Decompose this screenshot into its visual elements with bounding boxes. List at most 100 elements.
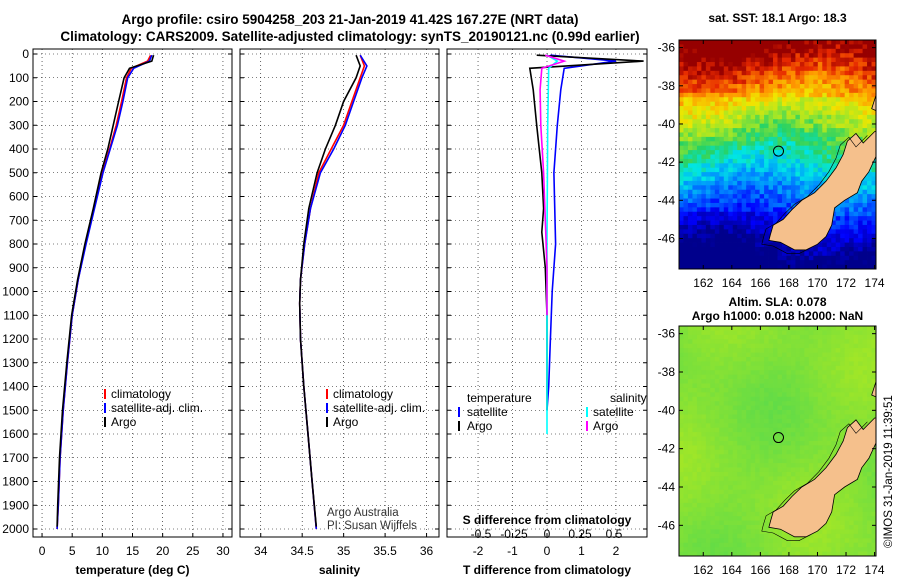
panel-salinity: 34 34.5 35 35.5 36 salinity	[239, 48, 440, 577]
x-tick-label: -2	[473, 544, 484, 558]
depth-tick-label: 400	[9, 142, 29, 156]
legend-title-salinity: salinity	[610, 391, 647, 405]
depth-tick-label: 2000	[2, 522, 29, 536]
x-tick-label: 170	[807, 563, 827, 577]
title-line-2: Climatology: CARS2009. Satellite-adjuste…	[60, 29, 640, 44]
legend-label: satellite-adj. clim.	[111, 401, 203, 415]
float-position-marker	[772, 145, 784, 157]
depth-tick-label: 1500	[2, 403, 29, 417]
panel-temperature: 0 5 10 15 20 25 30 temperature (deg C)	[32, 48, 233, 577]
depth-tick-label: 300	[9, 118, 29, 132]
x-tick-label: 34.5	[291, 544, 315, 558]
depth-contour	[761, 421, 868, 542]
y-tick-label: -44	[658, 193, 676, 207]
sla-map: 162 164 166 168 170 172 174 -36 -38 -40 -42 -44 -46 A…	[658, 295, 885, 577]
secondary-tick-label: -0.25	[500, 527, 528, 541]
map-cells	[679, 40, 876, 269]
x-tick-label: 35.5	[373, 544, 397, 558]
legend-label: Argo	[467, 419, 493, 433]
series-s-argo	[539, 54, 567, 316]
series-group	[528, 54, 644, 434]
depth-tick-label: 1400	[2, 380, 29, 394]
title-line-1: Argo profile: csiro 5904258_203 21-Jan-2…	[121, 12, 579, 27]
depth-tick-label: 1200	[2, 332, 29, 346]
salinity-annotation: Argo Australia	[327, 507, 399, 519]
x-tick-label: 164	[722, 276, 742, 290]
depth-tick-label: 1800	[2, 475, 29, 489]
depth-tick-label: 0	[22, 47, 29, 61]
depth-tick-label: 1000	[2, 285, 29, 299]
depth-tick-label: 200	[9, 95, 29, 109]
legend-label: satellite-adj. clim.	[333, 401, 425, 415]
land-south-island	[768, 417, 876, 538]
series-t-satellite	[546, 54, 617, 411]
map-title: Altim. SLA: 0.078	[728, 295, 826, 309]
series-argo	[56, 54, 155, 527]
y-tick-label: -38	[658, 79, 676, 93]
x-tick-label: 166	[750, 563, 770, 577]
depth-contour	[761, 135, 868, 254]
float-position-marker	[772, 432, 784, 444]
x-tick-label: 0	[544, 544, 551, 558]
y-tick-label: -44	[658, 480, 676, 494]
depth-tick-label: 1700	[2, 451, 29, 465]
panel-frame	[239, 48, 440, 538]
y-tick-label: -36	[658, 41, 676, 55]
sst-map: 162 164 166 168 170 172 174 -36 -38 -40 -42 -44 -46 s…	[658, 11, 885, 290]
x-tick-label: 10	[96, 544, 110, 558]
x-tick-label: 166	[750, 276, 770, 290]
legend-label: climatology	[111, 387, 171, 401]
series-group	[56, 54, 155, 530]
map-frame	[678, 39, 877, 270]
y-tick-label: -40	[658, 117, 676, 131]
depth-tick-label: 500	[9, 166, 29, 180]
x-tick-label: 20	[156, 544, 170, 558]
map-title: sat. SST: 18.1 Argo: 18.3	[708, 11, 847, 25]
depth-tick-label: 1600	[2, 427, 29, 441]
x-tick-label: 174	[865, 276, 885, 290]
depth-tick-label: 900	[9, 261, 29, 275]
x-tick-label: 162	[693, 276, 713, 290]
land-south-island	[768, 131, 876, 251]
secondary-tick-label: 0.5	[606, 527, 623, 541]
depth-tick-label: 100	[9, 71, 29, 85]
depth-tick-label: 1100	[3, 308, 29, 322]
y-tick-label: -46	[658, 231, 676, 245]
y-tick-label: -46	[658, 518, 676, 532]
legend-label: satellite	[467, 405, 508, 419]
series-group	[298, 54, 368, 530]
x-tick-label: 168	[779, 563, 799, 577]
x-tick-label: 15	[126, 544, 140, 558]
legend-label: climatology	[333, 387, 393, 401]
y-tick-label: -42	[658, 442, 676, 456]
series-s-satellite	[546, 54, 559, 434]
x-axis-label: temperature (deg C)	[75, 563, 189, 577]
x-tick-label: 25	[186, 544, 200, 558]
x-axis-label: T difference from climatology	[463, 563, 631, 577]
x-tick-label: 170	[807, 276, 827, 290]
depth-tick-label: 600	[9, 190, 29, 204]
map-cells	[679, 326, 876, 556]
x-axis-label: salinity	[319, 563, 361, 577]
x-tick-label: 30	[216, 544, 230, 558]
secondary-tick-label: 0.25	[568, 527, 592, 541]
x-tick-label: 174	[865, 563, 885, 577]
legend-label: Argo	[333, 415, 359, 429]
legend-title-temperature: temperature	[467, 391, 532, 405]
y-tick-label: -36	[658, 327, 676, 341]
salinity-annotation: PI: Susan Wijffels	[327, 520, 417, 532]
legend-label: satellite	[593, 405, 634, 419]
secondary-tick-label: 0	[544, 527, 551, 541]
x-tick-label: 0	[39, 544, 46, 558]
depth-tick-label: 1900	[2, 498, 29, 512]
x-tick-label: 164	[722, 563, 742, 577]
panel-difference: -2 -1 0 1 2 T difference from climatology	[446, 48, 648, 577]
x-tick-label: 168	[779, 276, 799, 290]
y-tick-label: -38	[658, 365, 676, 379]
x-tick-label: 172	[836, 563, 856, 577]
secondary-tick-label: -0.5	[471, 527, 492, 541]
x-tick-label: 172	[836, 276, 856, 290]
secondary-axis-label: S difference from climatology	[463, 513, 632, 527]
